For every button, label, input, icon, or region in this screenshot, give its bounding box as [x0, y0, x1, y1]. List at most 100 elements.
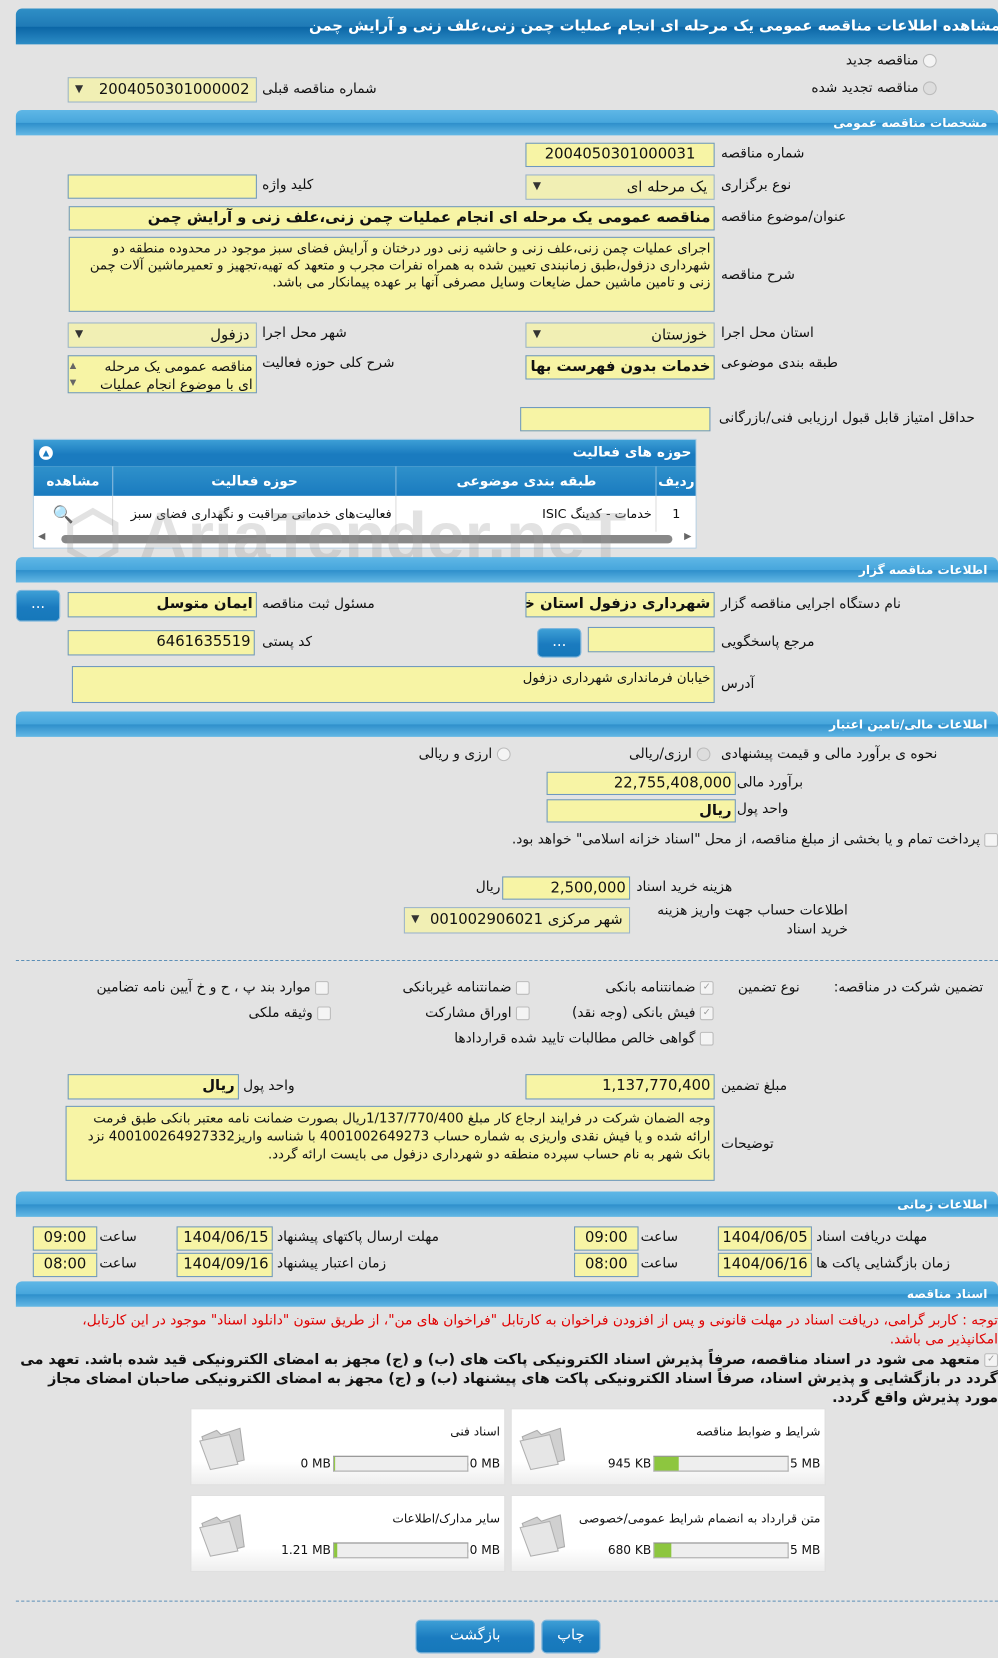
- holding-type-select[interactable]: یک مرحله ای ▼: [525, 174, 715, 200]
- reference-field[interactable]: [587, 626, 715, 653]
- doc-receive-label: مهلت دریافت اسناد: [816, 1229, 928, 1246]
- radio-icon[interactable]: [922, 53, 937, 68]
- document-size: 0 MB: [300, 1455, 331, 1471]
- guarantee-option[interactable]: گواهی خالص مطالبات تایید شده قراردادها: [454, 1031, 714, 1047]
- subject-field[interactable]: مناقصه عمومی یک مرحله ای انجام عملیات چم…: [68, 206, 715, 231]
- checkbox-icon[interactable]: [515, 1006, 530, 1021]
- view-magnifier-icon[interactable]: 🔍: [52, 503, 74, 524]
- time-label: ساعت: [99, 1255, 137, 1272]
- back-button[interactable]: بازگشت: [415, 1619, 535, 1654]
- print-button[interactable]: چاپ: [541, 1619, 601, 1654]
- postal-label: کد پستی: [262, 634, 313, 651]
- radio-icon[interactable]: [696, 747, 710, 762]
- guarantee-option[interactable]: ✓ ضمانتنامه بانکی: [605, 980, 714, 996]
- doc-fee-field[interactable]: 2,500,000: [502, 876, 631, 900]
- activity-desc-field[interactable]: مناقصه عمومی یک مرحله ای با موضوع انجام …: [67, 355, 257, 394]
- method-option-1[interactable]: ارزی/ریالی: [629, 746, 710, 762]
- province-label: استان محل اجرا: [721, 325, 814, 342]
- reference-more-button[interactable]: ...: [537, 627, 582, 658]
- treasury-option[interactable]: پرداخت تمام و یا بخشی از مبلغ مناقصه، از…: [507, 831, 998, 850]
- folder-icon[interactable]: [198, 1513, 247, 1557]
- responsible-field[interactable]: ایمان متوسل: [67, 592, 257, 618]
- chevron-down-icon: ▼: [532, 328, 541, 341]
- responsible-more-button[interactable]: ...: [15, 589, 61, 622]
- prev-number-select[interactable]: 2004050301000002 ▼: [67, 77, 257, 103]
- category-field[interactable]: خدمات بدون فهرست بها: [525, 355, 715, 380]
- folder-icon[interactable]: [518, 1513, 567, 1557]
- tender-number-field[interactable]: 2004050301000031: [525, 142, 715, 168]
- guarantee-option[interactable]: ضمانتنامه غیربانکی: [403, 980, 530, 996]
- opening-date[interactable]: 1404/06/16: [717, 1252, 812, 1278]
- checkbox-icon[interactable]: [984, 833, 998, 847]
- document-card[interactable]: سایر مدارک/اطلاعات 50 MB 1.21 MB: [190, 1494, 506, 1573]
- prev-number-label: شماره مناقصه قبلی: [262, 81, 377, 98]
- table-row: 1 خدمات - کدینگ ISIC فعالیت‌های خدماتی م…: [34, 495, 696, 532]
- guarantee-unit-field[interactable]: ریال: [67, 1074, 239, 1100]
- account-select[interactable]: شهر مرکزی 001002906021 ▼: [403, 907, 631, 934]
- document-progress-bar: [333, 1455, 469, 1472]
- city-select[interactable]: دزفول ▼: [67, 322, 257, 348]
- checkbox-icon[interactable]: [317, 1006, 331, 1021]
- document-card[interactable]: شرایط و ضوابط مناقصه 5 MB 945 KB: [510, 1408, 826, 1486]
- document-name: اسناد فنی: [450, 1424, 501, 1439]
- document-card[interactable]: متن قرارداد به انضمام شرایط عمومی/خصوصی 5…: [510, 1494, 826, 1573]
- folder-icon[interactable]: [198, 1426, 247, 1471]
- guarantee-option[interactable]: ✓ فیش بانکی (وجه نقد): [572, 1005, 714, 1021]
- section-organizer: اطلاعات مناقصه گزار: [15, 557, 998, 583]
- radio-label: مناقصه جدید: [845, 52, 919, 69]
- method-option-2[interactable]: ارزی و ریالی: [419, 746, 511, 762]
- min-score-field[interactable]: [520, 407, 711, 432]
- submit-label: مهلت ارسال پاکتهای پیشنهاد: [276, 1229, 439, 1246]
- currency-field[interactable]: ریال: [546, 799, 736, 823]
- address-field[interactable]: خیابان فرمانداری شهرداری دزفول: [71, 666, 715, 704]
- checkbox-icon[interactable]: ✓: [984, 1353, 998, 1367]
- category-label: طبقه بندی موضوعی: [721, 355, 838, 372]
- section-documents: اسناد مناقصه: [15, 1281, 998, 1307]
- checkbox-icon[interactable]: ✓: [699, 981, 714, 995]
- scroll-arrows-icon[interactable]: ▲ ▼: [69, 360, 77, 387]
- validity-time[interactable]: 08:00: [32, 1252, 98, 1278]
- checkbox-icon[interactable]: [515, 981, 530, 995]
- validity-date[interactable]: 1404/09/16: [176, 1252, 273, 1278]
- time-label: ساعت: [640, 1255, 679, 1272]
- guarantee-amount-label: مبلغ تضمین: [721, 1078, 788, 1095]
- document-size: 945 KB: [607, 1455, 652, 1471]
- horizontal-scrollbar[interactable]: ◀ ▶: [38, 531, 692, 544]
- document-card[interactable]: اسناد فنی 50 MB 0 MB: [190, 1408, 506, 1486]
- progress-fill: [654, 1543, 672, 1558]
- description-field[interactable]: اجرای عملیات چمن زنی،علف زنی و حاشیه زنی…: [68, 236, 715, 312]
- checkbox-icon[interactable]: [315, 981, 329, 995]
- guarantee-option[interactable]: وثیقه ملکی: [249, 1005, 331, 1021]
- province-select[interactable]: خوزستان ▼: [525, 322, 715, 348]
- document-max-size: 5 MB: [789, 1542, 821, 1558]
- doc-receive-date[interactable]: 1404/06/05: [717, 1226, 812, 1251]
- postal-field[interactable]: 6461635519: [67, 630, 255, 656]
- guarantee-label: تضمین شرکت در مناقصه:: [833, 980, 984, 996]
- activities-table: حوزه های فعالیت ▲ ردیف طبقه بندی موضوعی ح…: [32, 438, 697, 549]
- checkbox-icon[interactable]: [699, 1031, 714, 1046]
- guarantee-option[interactable]: موارد بند پ ، ح و خ آیین نامه تضامین: [96, 980, 329, 996]
- guarantee-option[interactable]: اوراق مشارکت: [425, 1005, 530, 1021]
- document-name: متن قرارداد به انضمام شرایط عمومی/خصوصی: [578, 1510, 821, 1526]
- opening-time[interactable]: 08:00: [574, 1252, 639, 1278]
- checkbox-icon[interactable]: ✓: [699, 1006, 714, 1021]
- document-size: 1.21 MB: [281, 1542, 331, 1558]
- keyword-field[interactable]: [67, 174, 257, 199]
- collapse-icon[interactable]: ▲: [39, 446, 53, 460]
- submit-date[interactable]: 1404/06/15: [176, 1226, 273, 1251]
- org-field[interactable]: شهرداری دزفول استان خوزستان: [525, 592, 715, 618]
- folder-icon[interactable]: [518, 1426, 567, 1471]
- radio-new-tender[interactable]: مناقصه جدید: [846, 53, 937, 69]
- notes-field[interactable]: وجه الضمان شرکت در فرایند ارجاع کار مبلغ…: [65, 1105, 715, 1181]
- guarantee-amount-field[interactable]: 1,137,770,400: [525, 1074, 715, 1100]
- radio-icon[interactable]: [496, 747, 511, 762]
- page-title: مشاهده اطلاعات مناقصه عمومی یک مرحله ای …: [15, 8, 998, 45]
- doc-receive-time[interactable]: 09:00: [574, 1226, 639, 1251]
- radio-icon[interactable]: [922, 81, 937, 96]
- holding-type-label: نوع برگزاری: [721, 177, 792, 194]
- section-finance: اطلاعات مالی/تامین اعتبار: [15, 711, 998, 737]
- submit-time[interactable]: 09:00: [32, 1226, 98, 1251]
- estimate-field[interactable]: 22,755,408,000: [546, 771, 736, 796]
- org-label: نام دستگاه اجرایی مناقصه گزار: [721, 596, 901, 613]
- radio-renewed-tender[interactable]: مناقصه تجدید شده: [811, 80, 937, 96]
